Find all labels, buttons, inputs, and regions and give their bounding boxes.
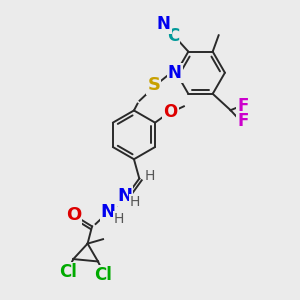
Text: C: C	[167, 27, 179, 45]
Text: H: H	[130, 195, 140, 209]
Text: F: F	[237, 112, 249, 130]
Text: O: O	[164, 103, 178, 121]
Text: N: N	[168, 64, 182, 82]
Text: Cl: Cl	[94, 266, 112, 284]
Text: S: S	[147, 76, 161, 94]
Text: N: N	[117, 187, 132, 205]
Text: F: F	[237, 97, 249, 115]
Text: O: O	[66, 206, 81, 224]
Text: N: N	[157, 15, 171, 33]
Text: H: H	[114, 212, 124, 226]
Text: Cl: Cl	[59, 263, 77, 281]
Text: H: H	[145, 169, 155, 183]
Text: N: N	[100, 203, 116, 221]
